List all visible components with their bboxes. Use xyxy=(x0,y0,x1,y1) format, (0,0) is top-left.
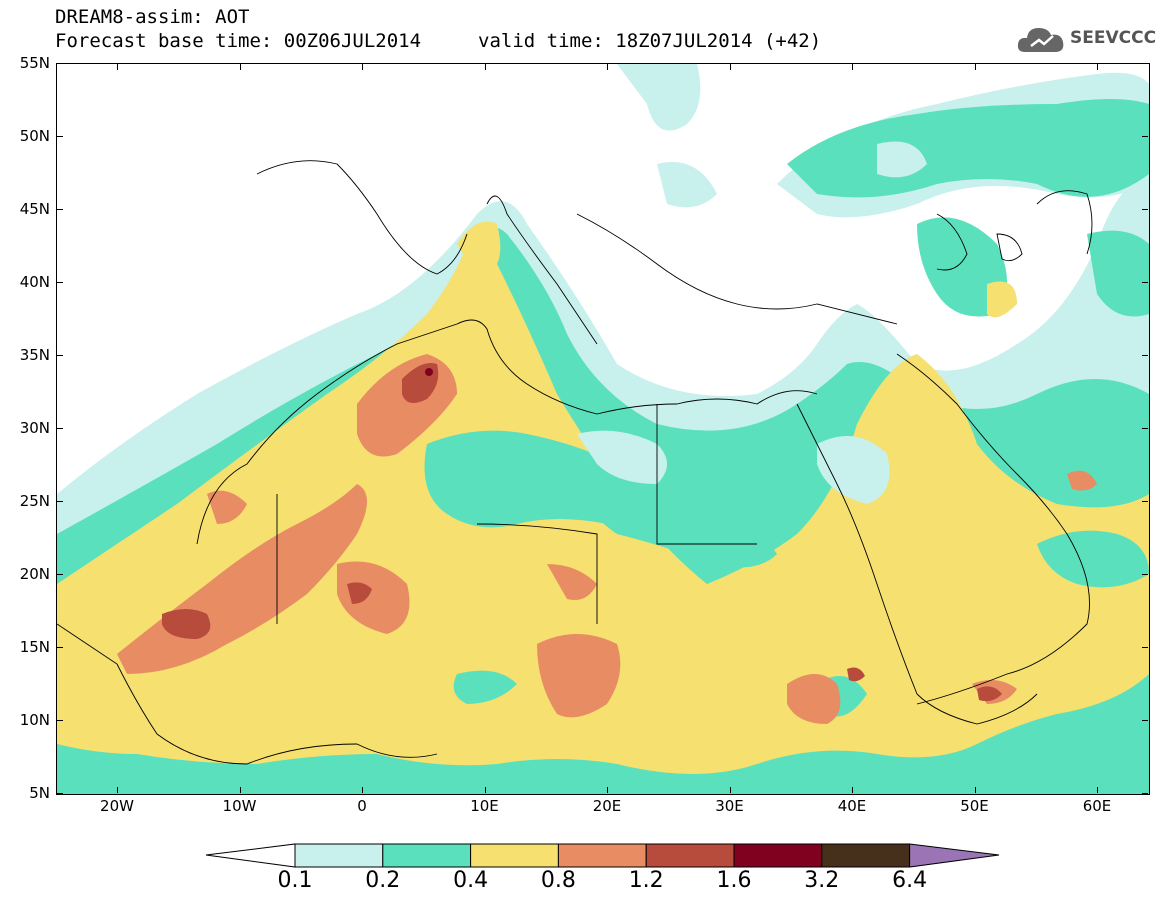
seevccc-logo: SEEVCCC xyxy=(1017,22,1157,58)
lat-tick xyxy=(57,647,63,648)
lat-tick xyxy=(57,793,63,794)
colorbar-label: 6.4 xyxy=(892,868,928,893)
aot-level-1.6 xyxy=(425,368,433,376)
lon-tick xyxy=(607,787,608,793)
lat-label-40n: 40N xyxy=(19,273,50,291)
lat-tick xyxy=(57,428,63,429)
lon-tick xyxy=(607,64,608,70)
lat-label-35n: 35N xyxy=(19,346,50,364)
lon-tick xyxy=(1097,787,1098,793)
lon-label-60e: 60E xyxy=(1082,797,1112,815)
lat-tick xyxy=(57,574,63,575)
aot-field xyxy=(57,64,1149,794)
lat-tick xyxy=(57,209,63,210)
lat-label-45n: 45N xyxy=(19,200,50,218)
colorbar-box-5 xyxy=(645,843,735,868)
lat-tick xyxy=(57,720,63,721)
lon-tick xyxy=(117,64,118,70)
lat-tick xyxy=(1142,647,1148,648)
colorbar-label: 1.6 xyxy=(716,868,752,893)
lon-label-0: 0 xyxy=(357,797,367,815)
lat-tick xyxy=(1142,428,1148,429)
colorbar xyxy=(205,843,1000,868)
lat-label-50n: 50N xyxy=(19,127,50,145)
lon-tick xyxy=(974,787,976,793)
lon-tick xyxy=(484,787,486,793)
lon-tick xyxy=(852,64,853,70)
forecast-base-time: Forecast base time: 00Z06JUL2014 xyxy=(55,30,422,52)
lon-tick xyxy=(1097,64,1098,70)
lat-tick xyxy=(57,355,63,356)
colorbar-label: 3.2 xyxy=(804,868,840,893)
lat-label-25n: 25N xyxy=(19,492,50,510)
cloud-icon xyxy=(1017,28,1064,52)
coastlines xyxy=(57,160,1093,765)
colorbar-below-triangle xyxy=(205,843,296,868)
colorbar-box-1 xyxy=(294,843,384,868)
colorbar-label: 0.4 xyxy=(453,868,489,893)
lat-tick xyxy=(57,501,63,502)
lon-tick xyxy=(729,64,731,70)
logo-text: SEEVCCC xyxy=(1070,28,1157,48)
lat-tick xyxy=(57,63,63,64)
lon-tick xyxy=(729,787,731,793)
lat-label-30n: 30N xyxy=(19,419,50,437)
lat-tick xyxy=(57,282,63,283)
lon-tick xyxy=(117,787,118,793)
lat-tick xyxy=(1142,282,1148,283)
lon-label-20w: 20W xyxy=(100,797,134,815)
lon-tick xyxy=(362,64,363,70)
lat-tick xyxy=(1142,793,1148,794)
colorbar-label: 0.8 xyxy=(540,868,576,893)
lon-tick xyxy=(239,64,241,70)
aot-level-0.2-inner xyxy=(424,430,1149,717)
colorbar-box-4 xyxy=(557,843,647,868)
colorbar-label: 0.1 xyxy=(277,868,313,893)
lat-tick xyxy=(1142,63,1148,64)
colorbar-label: 0.2 xyxy=(365,868,401,893)
colorbar-box-7 xyxy=(821,843,911,868)
lat-tick xyxy=(1142,209,1148,210)
lon-tick xyxy=(239,787,241,793)
lon-tick xyxy=(974,64,976,70)
lat-label-15n: 15N xyxy=(19,638,50,656)
valid-time: valid time: 18Z07JUL2014 (+42) xyxy=(478,30,822,52)
lat-tick xyxy=(1142,574,1148,575)
lon-tick xyxy=(362,787,363,793)
lon-label-40e: 40E xyxy=(837,797,867,815)
lat-tick xyxy=(1142,136,1148,137)
map-title: DREAM8-assim: AOT xyxy=(55,6,250,28)
lat-tick xyxy=(1142,720,1148,721)
colorbar-box-6 xyxy=(733,843,823,868)
lon-label-20e: 20E xyxy=(592,797,622,815)
lat-tick xyxy=(1142,501,1148,502)
aot-map xyxy=(56,63,1150,795)
lat-tick xyxy=(57,136,63,137)
colorbar-label: 1.2 xyxy=(628,868,664,893)
lat-label-10n: 10N xyxy=(19,711,50,729)
lon-label-50e: 50E xyxy=(960,797,989,815)
colorbar-box-3 xyxy=(470,843,559,868)
lon-tick xyxy=(852,787,853,793)
lon-label-30e: 30E xyxy=(715,797,744,815)
lon-tick xyxy=(484,64,486,70)
colorbar-above-triangle xyxy=(909,843,1000,868)
colorbar-box-2 xyxy=(382,843,472,868)
lat-label-20n: 20N xyxy=(19,565,50,583)
lat-label-5n: 5N xyxy=(29,784,50,802)
aot-level-0.1-inner xyxy=(577,141,927,504)
lon-label-10w: 10W xyxy=(222,797,257,815)
lon-label-10e: 10E xyxy=(470,797,499,815)
lat-label-55n: 55N xyxy=(19,54,50,72)
lat-tick xyxy=(1142,355,1148,356)
